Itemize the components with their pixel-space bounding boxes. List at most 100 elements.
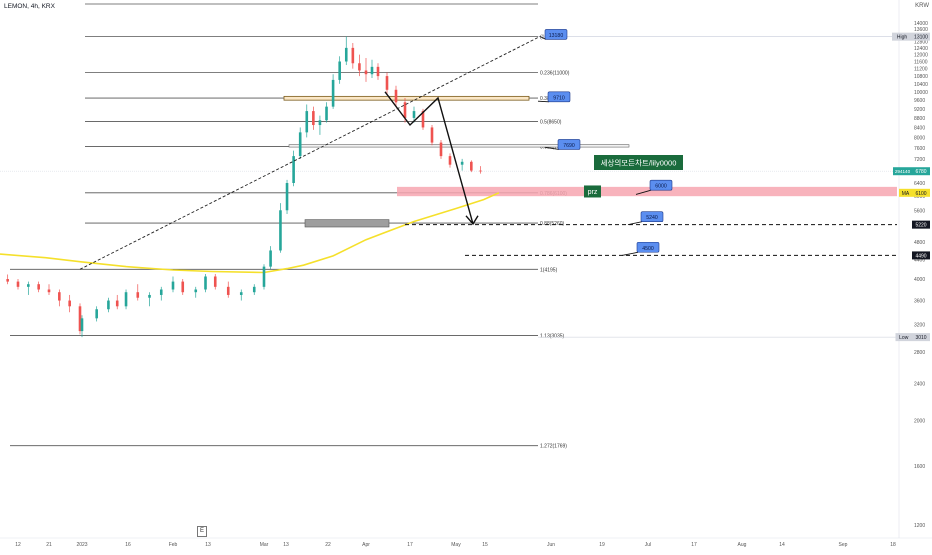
- callout-text: 4500: [642, 246, 654, 252]
- price-tick-label: 2800: [914, 350, 925, 356]
- callout-text: 13180: [549, 33, 564, 39]
- price-tick-label: 5600: [914, 208, 925, 214]
- time-tick-label: Jun: [547, 542, 555, 548]
- price-callout[interactable]: 13180: [539, 29, 568, 40]
- candle-body: [351, 47, 355, 64]
- price-label-value: 6100: [915, 191, 926, 197]
- time-tick-label: 14: [779, 542, 785, 548]
- symbol-title: LEMON, 4h, KRX: [4, 3, 55, 10]
- candle-body: [159, 289, 163, 295]
- time-tick-label: 18: [890, 542, 896, 548]
- author-annotation[interactable]: 세상의모든차트/lily0000: [594, 155, 683, 170]
- price-label[interactable]: MA 6100: [899, 188, 930, 197]
- time-tick-label: 12: [15, 542, 21, 548]
- candle-body: [37, 284, 40, 290]
- price-label-tag: [895, 333, 912, 342]
- price-tick-label: 11200: [914, 67, 928, 73]
- candle-body: [305, 111, 309, 133]
- price-label-tag: [892, 32, 912, 41]
- candle-body: [470, 161, 473, 171]
- price-axis-layer: 1200 1600 2000 2400 2800 3200 3600 4000 4400 4800…: [892, 0, 930, 538]
- price-label-tag: [893, 167, 912, 176]
- price-tick-label: 7600: [914, 146, 925, 152]
- time-tick-label: Apr: [362, 542, 370, 548]
- price-callout[interactable]: 9710: [537, 91, 571, 103]
- candle-body: [448, 156, 452, 165]
- price-tick-label: 10400: [914, 82, 928, 88]
- price-label[interactable]: Low 3010: [895, 333, 931, 342]
- callout-leader: [544, 146, 560, 150]
- price-callout[interactable]: 7690: [544, 139, 581, 150]
- time-tick-label: 2023: [76, 542, 87, 548]
- time-tick-label: May: [451, 542, 461, 548]
- earnings-marker[interactable]: E: [197, 526, 207, 537]
- candle-body: [312, 111, 315, 126]
- demand-zone[interactable]: [304, 219, 390, 228]
- candle-body: [279, 210, 282, 251]
- moving-average-line: [0, 192, 500, 274]
- callout-leader: [537, 100, 550, 103]
- drawings-layer: [79, 36, 897, 270]
- candle-body: [318, 120, 322, 126]
- price-label[interactable]: 4490: [912, 251, 930, 260]
- callout-text: 7690: [563, 143, 575, 149]
- author-annotation-box: [594, 155, 683, 170]
- fib-label: 1(4195): [540, 267, 558, 273]
- price-label[interactable]: 5220: [912, 220, 930, 229]
- time-tick-label: 16: [125, 542, 131, 548]
- price-tick-label: 13600: [914, 27, 928, 33]
- candle-body: [439, 142, 443, 157]
- candle-body: [58, 292, 61, 301]
- projection-path[interactable]: [384, 91, 474, 225]
- candle-body: [344, 47, 348, 62]
- candle-body: [479, 170, 482, 172]
- resistance-zone[interactable]: [288, 144, 630, 148]
- supply-zone[interactable]: [283, 95, 530, 101]
- price-callout[interactable]: 4500: [621, 241, 660, 256]
- arrow-head: [465, 215, 479, 226]
- price-label[interactable]: High 13100: [892, 32, 930, 41]
- price-tick-label: 4800: [914, 240, 925, 246]
- trend-line-dashed[interactable]: [79, 36, 541, 270]
- price-tick-label: 7200: [914, 157, 925, 163]
- zones-layer: [283, 95, 897, 228]
- time-tick-label: 13: [205, 542, 211, 548]
- callout-leader: [635, 189, 652, 195]
- time-tick-label: Feb: [169, 542, 178, 548]
- candle-body: [213, 276, 217, 287]
- price-label-value: 4490: [915, 253, 926, 259]
- price-tick-label: 8400: [914, 125, 925, 131]
- prz-annotation[interactable]: prz: [584, 185, 601, 198]
- price-tick-label: 8000: [914, 135, 925, 141]
- price-tick-label: 1600: [914, 464, 925, 470]
- candle-body: [394, 89, 398, 103]
- time-axis-layer: 12 21 2023 16 Feb 13 Mar 13 22 Apr 17 May 15 Jun 19 Jul…: [0, 537, 932, 548]
- candle-body: [370, 66, 374, 75]
- price-label[interactable]: 294140 6780: [893, 167, 930, 176]
- candle-body: [376, 66, 380, 77]
- price-label-box: [912, 251, 930, 260]
- time-tick-label: 19: [599, 542, 605, 548]
- price-callout[interactable]: 5240: [627, 211, 664, 226]
- candle-body: [171, 281, 175, 290]
- candle-body: [95, 309, 98, 319]
- fib-levels-layer: (13110)0.236(11000)0.382(9700)0.5(8650)0…: [0, 3, 897, 450]
- time-tick-label: 21: [46, 542, 52, 548]
- callouts-layer: 13180 9710 7690 6000 5240 4500 세상의모든차트/lily000…: [537, 29, 683, 256]
- candle-body: [27, 284, 30, 287]
- callout-text: 5240: [646, 215, 658, 221]
- price-label-value: 13100: [914, 35, 928, 41]
- candle-body: [430, 127, 434, 143]
- time-tick-label: 15: [482, 542, 488, 548]
- time-tick-label: Mar: [260, 542, 269, 548]
- candle-body: [47, 289, 51, 293]
- price-callout[interactable]: 6000: [635, 179, 673, 195]
- fib-label: 0.88(5260): [540, 221, 565, 227]
- fib-label: 1.272(1769): [540, 444, 567, 450]
- price-label-value: 5220: [915, 223, 926, 229]
- candle-body: [364, 70, 368, 75]
- price-label-name: High: [897, 35, 908, 41]
- price-tick-label: 4400: [914, 258, 925, 264]
